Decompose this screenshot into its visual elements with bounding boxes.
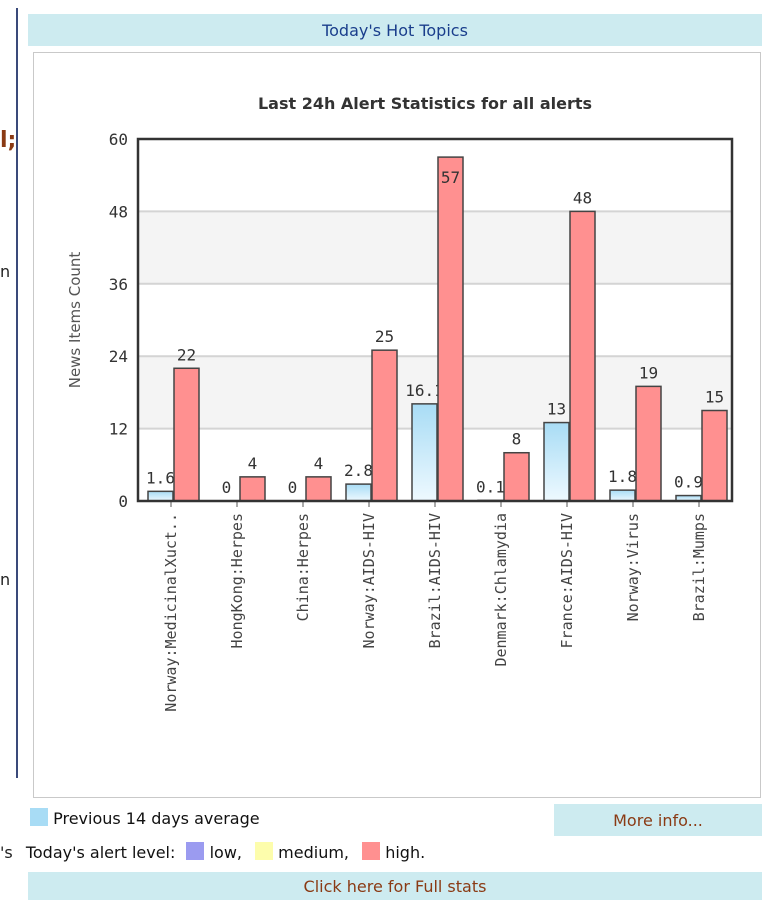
avg-bar xyxy=(609,489,636,502)
x-tick-label: Brazil:Mumps xyxy=(690,513,708,621)
avg-bar-label: 0 xyxy=(222,478,232,497)
medium-level-swatch xyxy=(255,842,274,860)
x-tick-label: France:AIDS-HIV xyxy=(558,513,576,648)
more-info-button[interactable]: More info... xyxy=(554,804,762,836)
avg-bar-label: 0.1 xyxy=(476,477,505,496)
high-level-swatch xyxy=(362,842,381,860)
avg-bar-label: 2.8 xyxy=(344,461,373,480)
high-bar xyxy=(371,349,398,502)
high-bar-label: 19 xyxy=(639,363,658,382)
high-bar-label: 22 xyxy=(177,345,196,364)
avg-bar-label: 0.9 xyxy=(674,473,703,492)
x-tick-label: China:Herpes xyxy=(294,513,312,621)
x-tick-label: Norway:AIDS-HIV xyxy=(360,513,378,648)
x-tick-label: Denmark:Chlamydia xyxy=(492,513,510,667)
low-level-label: low, xyxy=(209,843,242,862)
y-tick-label: 12 xyxy=(109,420,128,439)
legend: Previous 14 days average xyxy=(30,808,260,834)
low-level-swatch xyxy=(186,842,205,860)
avg-bar-label: 13 xyxy=(547,400,566,419)
y-axis-label: News Items Count xyxy=(66,252,84,389)
left-page-strip xyxy=(0,0,24,902)
x-tick-label: Norway:Virus xyxy=(624,513,642,621)
avg-bar-label: 0 xyxy=(288,478,298,497)
alert-level-label: Today's alert level: xyxy=(25,843,176,862)
y-tick-label: 60 xyxy=(109,130,128,149)
high-bar xyxy=(503,451,530,502)
y-tick-label: 24 xyxy=(109,347,128,366)
avg-bar xyxy=(147,490,174,502)
avg-bar-label: 1.8 xyxy=(608,467,637,486)
high-bar xyxy=(239,476,266,502)
high-bar-label: 25 xyxy=(375,327,394,346)
avg-bar-label: 16.1 xyxy=(405,381,444,400)
high-bar xyxy=(305,476,332,502)
high-bar-label: 15 xyxy=(705,388,724,407)
left-text-fragment-1: l; xyxy=(0,128,17,153)
avg-legend-swatch xyxy=(30,808,48,826)
alert-level-row: 's Today's alert level: low, medium, hig… xyxy=(0,842,425,868)
left-text-fragment-3: n xyxy=(0,570,11,589)
high-bar xyxy=(569,210,596,502)
high-bar xyxy=(173,367,200,502)
x-tick-label: HongKong:Herpes xyxy=(228,513,246,648)
high-bar-label: 57 xyxy=(441,168,460,187)
avg-bar xyxy=(543,421,570,502)
y-tick-label: 36 xyxy=(109,275,128,294)
y-tick-label: 48 xyxy=(109,202,128,221)
hot-topics-header[interactable]: Today's Hot Topics xyxy=(28,14,762,46)
left-text-fragment-2: n xyxy=(0,262,11,281)
avg-bar-label: 1.6 xyxy=(146,468,175,487)
chart-container: 0 12 24 36 48 60 News Items Count Last 24h Aler… xyxy=(33,52,761,798)
high-bar-label: 4 xyxy=(314,454,324,473)
high-bar-label: 4 xyxy=(248,454,258,473)
plot-frame xyxy=(136,137,734,503)
x-tick-label: Norway:MedicinalXuct.. xyxy=(162,513,180,712)
x-tick-label: Brazil:AIDS-HIV xyxy=(426,513,444,648)
high-bar xyxy=(701,409,728,502)
high-level-label: high. xyxy=(385,843,426,862)
full-stats-button[interactable]: Click here for Full stats xyxy=(28,872,762,900)
avg-bar xyxy=(411,403,438,502)
high-bar xyxy=(437,156,464,502)
chart-title: Last 24h Alert Statistics for all alerts xyxy=(258,94,592,113)
avg-legend-label: Previous 14 days average xyxy=(53,809,260,828)
high-bar-label: 48 xyxy=(573,188,592,207)
avg-bar xyxy=(345,483,372,502)
y-tick-label: 0 xyxy=(118,492,128,511)
high-bar xyxy=(635,385,662,502)
medium-level-label: medium, xyxy=(278,843,350,862)
high-bar-label: 8 xyxy=(512,430,522,449)
grid-band xyxy=(138,211,732,284)
alert-level-prefix-fragment: 's xyxy=(0,843,13,862)
left-divider-line xyxy=(16,8,18,778)
